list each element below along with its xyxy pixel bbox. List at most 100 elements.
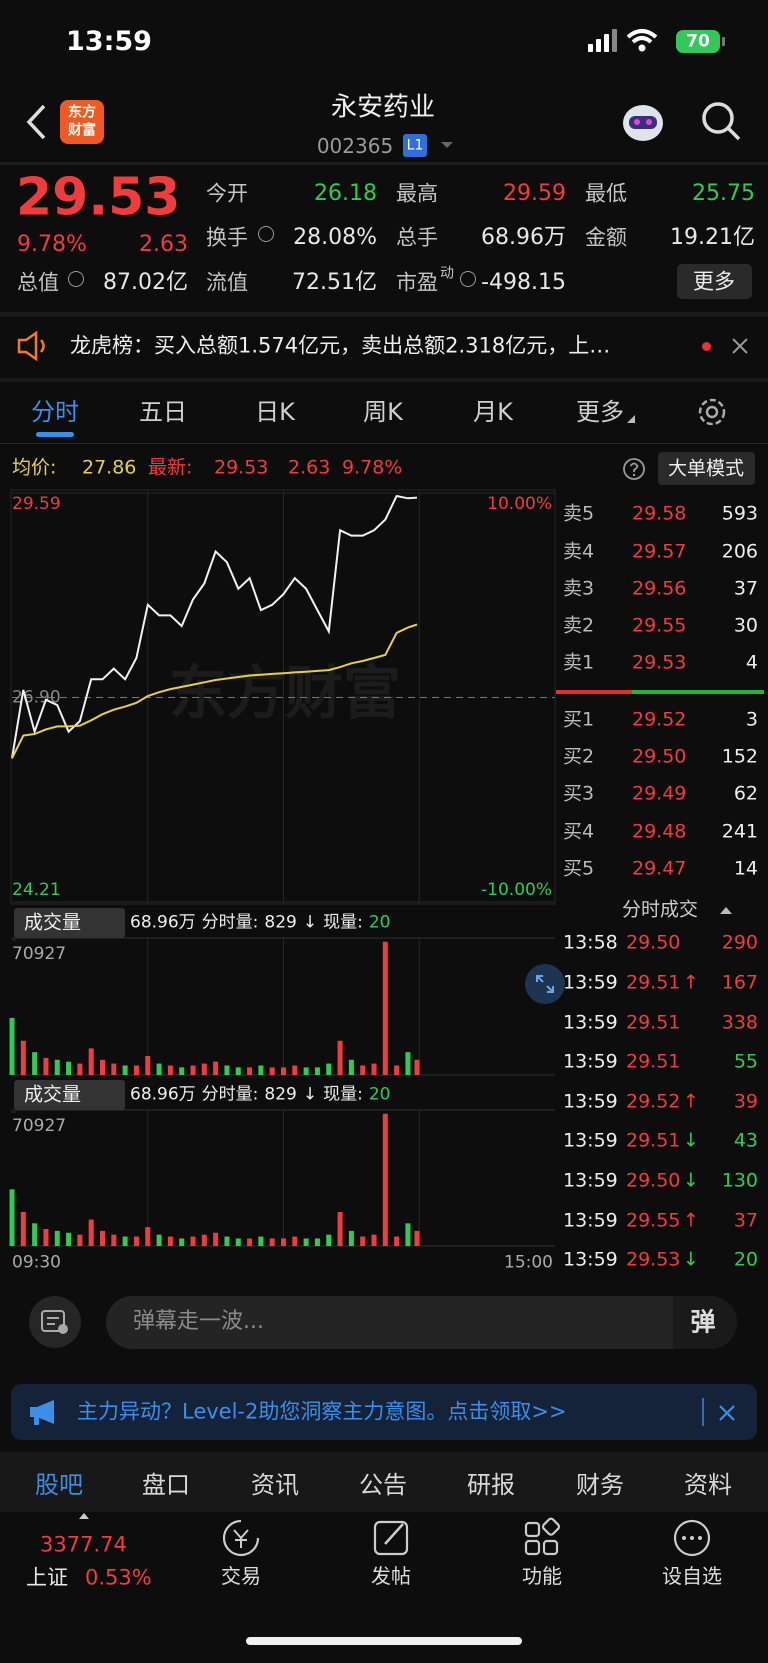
volume-bar — [201, 1063, 207, 1075]
back-button[interactable] — [24, 104, 50, 140]
separator — [0, 162, 768, 165]
chart-tab[interactable]: 月K — [473, 397, 513, 426]
volume-summary-item: 现量: — [323, 912, 363, 933]
chart-tab[interactable]: 分时 — [31, 397, 79, 426]
volume-bar — [156, 1063, 162, 1075]
mode-button[interactable]: 大单模式 — [658, 452, 755, 485]
volume-bar — [414, 1230, 420, 1246]
chart-tab[interactable]: 日K — [255, 397, 295, 426]
mode-text[interactable]: 大单模式 — [667, 457, 745, 480]
promo-banner[interactable] — [11, 1384, 757, 1440]
book-volume: 206 — [721, 540, 758, 563]
field-value: 28.08% — [293, 224, 377, 250]
nav-item[interactable]: 发帖 — [371, 1564, 411, 1588]
danmaku-send[interactable] — [673, 1296, 737, 1349]
book-volume: 62 — [733, 782, 758, 805]
app-logo: 东方 财富 — [60, 100, 104, 144]
book-label: 买4 — [563, 820, 595, 843]
book-label: 卖2 — [563, 614, 595, 637]
chart-tab[interactable]: 更多 — [576, 397, 624, 426]
info-icon — [460, 271, 476, 287]
info-icon — [258, 226, 274, 242]
trade-volume: 290 — [721, 931, 758, 954]
y-tick-label: 29.59 — [12, 494, 61, 514]
volume-bar — [337, 1040, 343, 1075]
nav-item[interactable]: 交易 — [221, 1564, 261, 1588]
y2-tick-label: 10.00% — [487, 494, 552, 514]
settings-button[interactable] — [696, 396, 728, 428]
code-dropdown[interactable] — [440, 140, 454, 150]
active-tab-underline — [36, 432, 74, 437]
expand-icon — [536, 975, 554, 993]
volume-tick-label: 70927 — [12, 944, 66, 964]
danmaku-placeholder[interactable]: 弹幕走一波... — [133, 1308, 264, 1334]
change-amount: 2.63 — [139, 231, 188, 257]
volume-bar — [314, 1238, 320, 1246]
book-price: 29.52 — [632, 708, 687, 731]
bottom-tab[interactable]: 研报 — [467, 1470, 515, 1499]
volume-summary-item: 68.96万 — [130, 912, 196, 933]
bottom-tab[interactable]: 公告 — [359, 1470, 407, 1499]
index-name: 上证 — [26, 1565, 68, 1590]
nav-item[interactable]: 设自选 — [662, 1564, 722, 1588]
trade-arrow: ↓ — [683, 1248, 699, 1271]
danmaku-input[interactable] — [106, 1296, 737, 1349]
trade-time: 13:59 — [563, 1248, 618, 1271]
book-price: 29.57 — [632, 540, 687, 563]
volume-bar — [122, 1236, 128, 1246]
volume-selector[interactable] — [14, 908, 125, 938]
notice-text[interactable]: 龙虎榜：买入总额1.574亿元，卖出总额2.318亿元，上… — [70, 333, 611, 358]
bottom-tab[interactable]: 财务 — [576, 1470, 624, 1499]
book-label: 卖5 — [563, 502, 595, 525]
volume-bar — [133, 1236, 139, 1246]
assistant-icon[interactable] — [618, 98, 668, 148]
book-volume: 37 — [733, 577, 758, 600]
expand-button[interactable] — [525, 964, 565, 1004]
chart-tab[interactable]: 周K — [363, 397, 403, 426]
separator — [0, 378, 768, 382]
volume-summary-item: 分时量: — [201, 1084, 259, 1105]
book-label: 买1 — [563, 708, 595, 731]
more-button[interactable]: 更多 — [677, 264, 752, 299]
trade-time: 13:59 — [563, 1169, 618, 1192]
level-badge: L1 — [403, 134, 427, 157]
logo-text: 财富 — [68, 122, 96, 139]
volume-bar — [77, 1234, 83, 1246]
danmaku-button-text[interactable]: 弹 — [690, 1307, 716, 1337]
trade-price: 29.51 — [626, 971, 681, 994]
more-text[interactable]: 更多 — [693, 269, 735, 294]
chart-tab[interactable]: 五日 — [139, 397, 187, 426]
trade-volume: 37 — [733, 1209, 758, 1232]
volume-title[interactable]: 成交量 — [24, 911, 82, 934]
trade-time: 13:59 — [563, 971, 618, 994]
trade-price: 29.52 — [626, 1090, 681, 1113]
stock-name: 永安药业 — [330, 92, 436, 123]
separator — [0, 443, 768, 444]
bottom-tab-bar — [0, 1452, 768, 1512]
help-icon[interactable] — [622, 457, 646, 481]
chart-frame — [10, 489, 556, 905]
trade-price: 29.51 — [626, 1011, 681, 1034]
field-value: 29.59 — [503, 180, 566, 206]
bottom-tab[interactable]: 资讯 — [251, 1470, 299, 1499]
y-tick-label: 24.21 — [12, 880, 61, 900]
volume-bar — [190, 1065, 196, 1075]
volume-bar — [145, 1227, 151, 1246]
book-label: 卖3 — [563, 577, 595, 600]
last-value: 29.53 — [214, 456, 269, 479]
nav-item[interactable]: 功能 — [522, 1564, 562, 1588]
watermark: 东方财富 — [169, 659, 401, 727]
volume-title[interactable]: 成交量 — [24, 1083, 82, 1106]
close-notice[interactable] — [731, 337, 749, 355]
promo-text[interactable]: 主力异动？Level-2助您洞察主力意图。点击领取>> — [77, 1399, 567, 1424]
level-text: L1 — [406, 137, 424, 154]
volume-bar — [405, 1223, 411, 1246]
trade-volume: 55 — [733, 1050, 758, 1073]
danmaku-toggle[interactable] — [29, 1296, 81, 1348]
bottom-tab[interactable]: 股吧 — [35, 1470, 83, 1499]
bottom-tab[interactable]: 盘口 — [142, 1470, 190, 1499]
promo-close[interactable] — [718, 1404, 736, 1422]
volume-selector[interactable] — [14, 1080, 125, 1110]
bottom-tab[interactable]: 资料 — [684, 1470, 732, 1499]
search-button[interactable] — [700, 100, 742, 142]
